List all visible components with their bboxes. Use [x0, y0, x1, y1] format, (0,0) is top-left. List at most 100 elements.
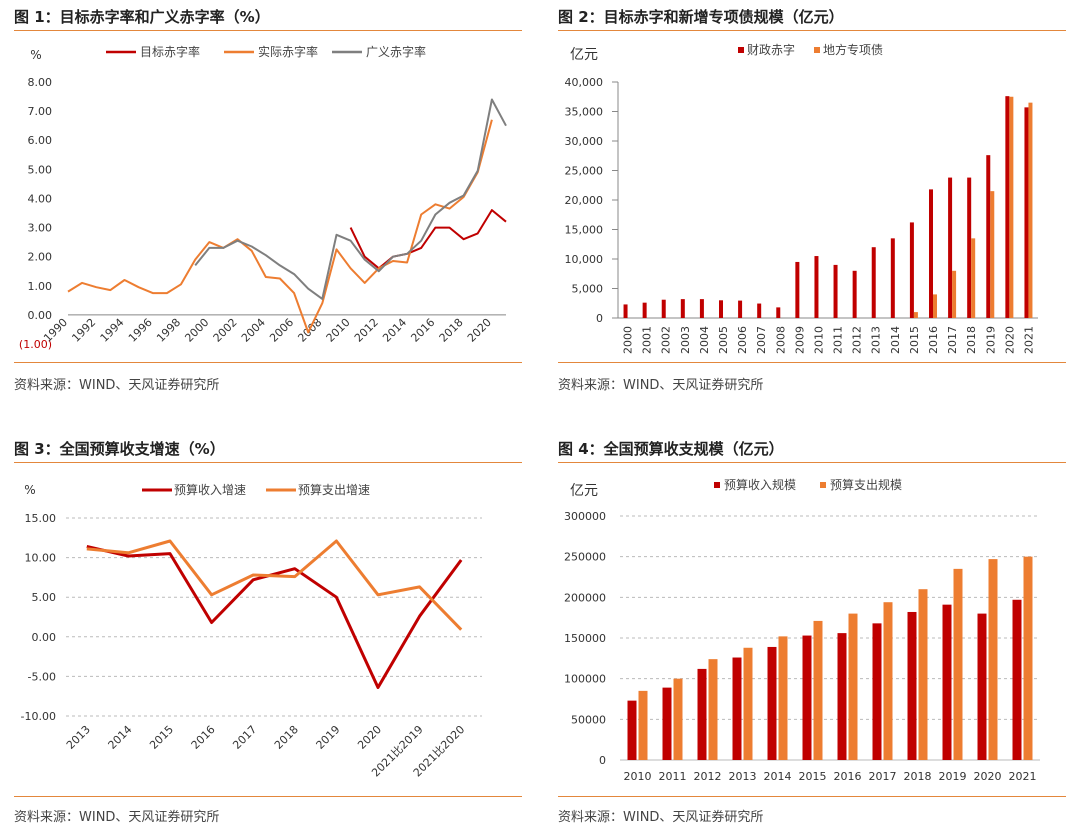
x-tick-label: 2010: [324, 316, 353, 345]
figure-4-title: 图 4：全国预算收支规模（亿元）: [558, 440, 784, 458]
x-tick-label: 2019: [984, 326, 997, 354]
bar-1: [852, 270, 857, 318]
y-tick-label: 3.00: [28, 222, 53, 235]
bar-1: [967, 177, 972, 318]
bar-2: [953, 568, 963, 760]
y-tick-label: 35,000: [565, 106, 604, 119]
x-tick-label: 2015: [147, 723, 176, 752]
figure-3-source: 资料来源：WIND、天风证券研究所: [14, 810, 220, 825]
x-tick-label: 2016: [927, 326, 940, 354]
bar-2: [1023, 556, 1033, 760]
y-tick-label: 100000: [564, 673, 606, 686]
y-tick-label: 15,000: [565, 224, 604, 237]
bar-2: [848, 613, 858, 760]
y-tick-label: -10.00: [21, 710, 56, 723]
bar-1: [890, 238, 895, 318]
x-tick-label: 2010: [812, 326, 825, 354]
x-tick-label: 2004: [239, 316, 268, 345]
x-tick-label: 2015: [799, 770, 827, 783]
bar-2: [883, 602, 893, 760]
x-tick-label: 2016: [189, 723, 218, 752]
bar-1: [699, 299, 704, 318]
figure-4-bottom-rule: [558, 796, 1066, 797]
figure-2-bottom-rule: [558, 362, 1066, 363]
bar-1: [1005, 96, 1010, 318]
y-tick-label: 2.00: [28, 251, 53, 264]
x-tick-label: 2011: [832, 326, 845, 354]
figure-1-source: 资料来源：WIND、天风证券研究所: [14, 378, 220, 393]
figure-3-panel: 图 3：全国预算收支增速（%） % -10.00 -5.00 0.00 5.00 10.0…: [14, 432, 522, 832]
y-tick-label: 5.00: [28, 163, 53, 176]
bar-2: [743, 647, 753, 760]
figure-1-title: 图 1：目标赤字率和广义赤字率（%）: [14, 8, 270, 26]
bar-1: [948, 177, 953, 318]
y-tick-label: 250000: [564, 551, 606, 564]
figure-2-title-rule: [558, 30, 1066, 31]
figure-2-chart: 亿元 0 5,000 10,000 15,000 20,000 25,000 30,000 35…: [565, 42, 1038, 354]
y-tick-label: 1.00: [28, 280, 53, 293]
legend-label-2: 预算支出规模: [830, 477, 902, 492]
figure-3-bottom-rule: [14, 796, 522, 797]
bar-1: [642, 302, 647, 318]
x-tick-label: 2013: [870, 326, 883, 354]
y-tick-label: 5,000: [572, 283, 604, 296]
figure-4-chart: 亿元 0 50000 100000 150000 200000 250000 300000 20…: [564, 477, 1040, 783]
bar-1: [837, 633, 847, 760]
bar-1: [1024, 107, 1029, 319]
x-tick-label: 2017: [869, 770, 897, 783]
x-tick-label: 2014: [380, 316, 409, 345]
y-tick-label: 50000: [571, 713, 606, 726]
y-tick-label: 25,000: [565, 165, 604, 178]
y-tick-label: 5.00: [32, 591, 57, 604]
x-tick-label: 2018: [272, 723, 301, 752]
x-tick-label: 2018: [965, 326, 978, 354]
series-line-2: [67, 119, 493, 334]
bar-1: [986, 155, 991, 318]
bar-1: [757, 303, 762, 318]
y-tick-label: -5.00: [28, 670, 56, 683]
y-tick-label: 300000: [564, 510, 606, 523]
figure-4-source: 资料来源：WIND、天风证券研究所: [558, 810, 764, 825]
legend-label-3: 广义赤字率: [366, 44, 426, 59]
y-tick-label: 30,000: [565, 135, 604, 148]
bar-1: [942, 604, 952, 760]
y-tick-label: 7.00: [28, 105, 53, 118]
bar-1: [767, 646, 777, 760]
bar-1: [732, 657, 742, 760]
y-tick-label: (1.00): [19, 338, 52, 351]
y-axis-unit: 亿元: [570, 483, 598, 499]
series-line-1: [349, 209, 507, 270]
bar-1: [929, 189, 933, 318]
x-tick-label: 2010: [624, 770, 652, 783]
x-tick-label: 2007: [755, 326, 768, 354]
bar-1: [872, 623, 882, 760]
x-tick-label: 2006: [736, 326, 749, 354]
figure-4-panel: 图 4：全国预算收支规模（亿元） 亿元 0 50000 100000 150000 200…: [558, 432, 1066, 832]
series-line-1: [86, 545, 463, 689]
legend-label-1: 目标赤字率: [140, 44, 200, 59]
legend-swatch-1: [738, 47, 744, 53]
legend-label-1: 预算收入规模: [724, 477, 796, 492]
x-tick-label: 2012: [851, 326, 864, 354]
x-tick-label: 1992: [69, 316, 98, 345]
figure-1-panel: 图 1：目标赤字率和广义赤字率（%） % (1.00) 0.00 1.00 2.00 3.…: [14, 0, 522, 400]
x-tick-label: 2013: [729, 770, 757, 783]
y-tick-label: 10,000: [565, 253, 604, 266]
x-tick-label: 2005: [717, 326, 730, 354]
bar-2: [952, 270, 957, 318]
bar-1: [833, 264, 838, 318]
bar-2: [990, 191, 995, 318]
x-tick-label: 2017: [946, 326, 959, 354]
x-tick-label: 2019: [939, 770, 967, 783]
x-tick-label: 2014: [106, 723, 135, 752]
legend-swatch-2: [820, 482, 826, 488]
bar-2: [933, 294, 937, 318]
figure-3-title-rule: [14, 462, 522, 463]
bar-1: [627, 700, 637, 760]
x-tick-label: 2020: [974, 770, 1002, 783]
y-tick-label: 0.00: [28, 309, 53, 322]
x-tick-label: 2018: [904, 770, 932, 783]
bar-1: [909, 222, 914, 318]
legend-label-2: 预算支出增速: [298, 482, 370, 497]
y-axis-unit: %: [30, 48, 41, 62]
